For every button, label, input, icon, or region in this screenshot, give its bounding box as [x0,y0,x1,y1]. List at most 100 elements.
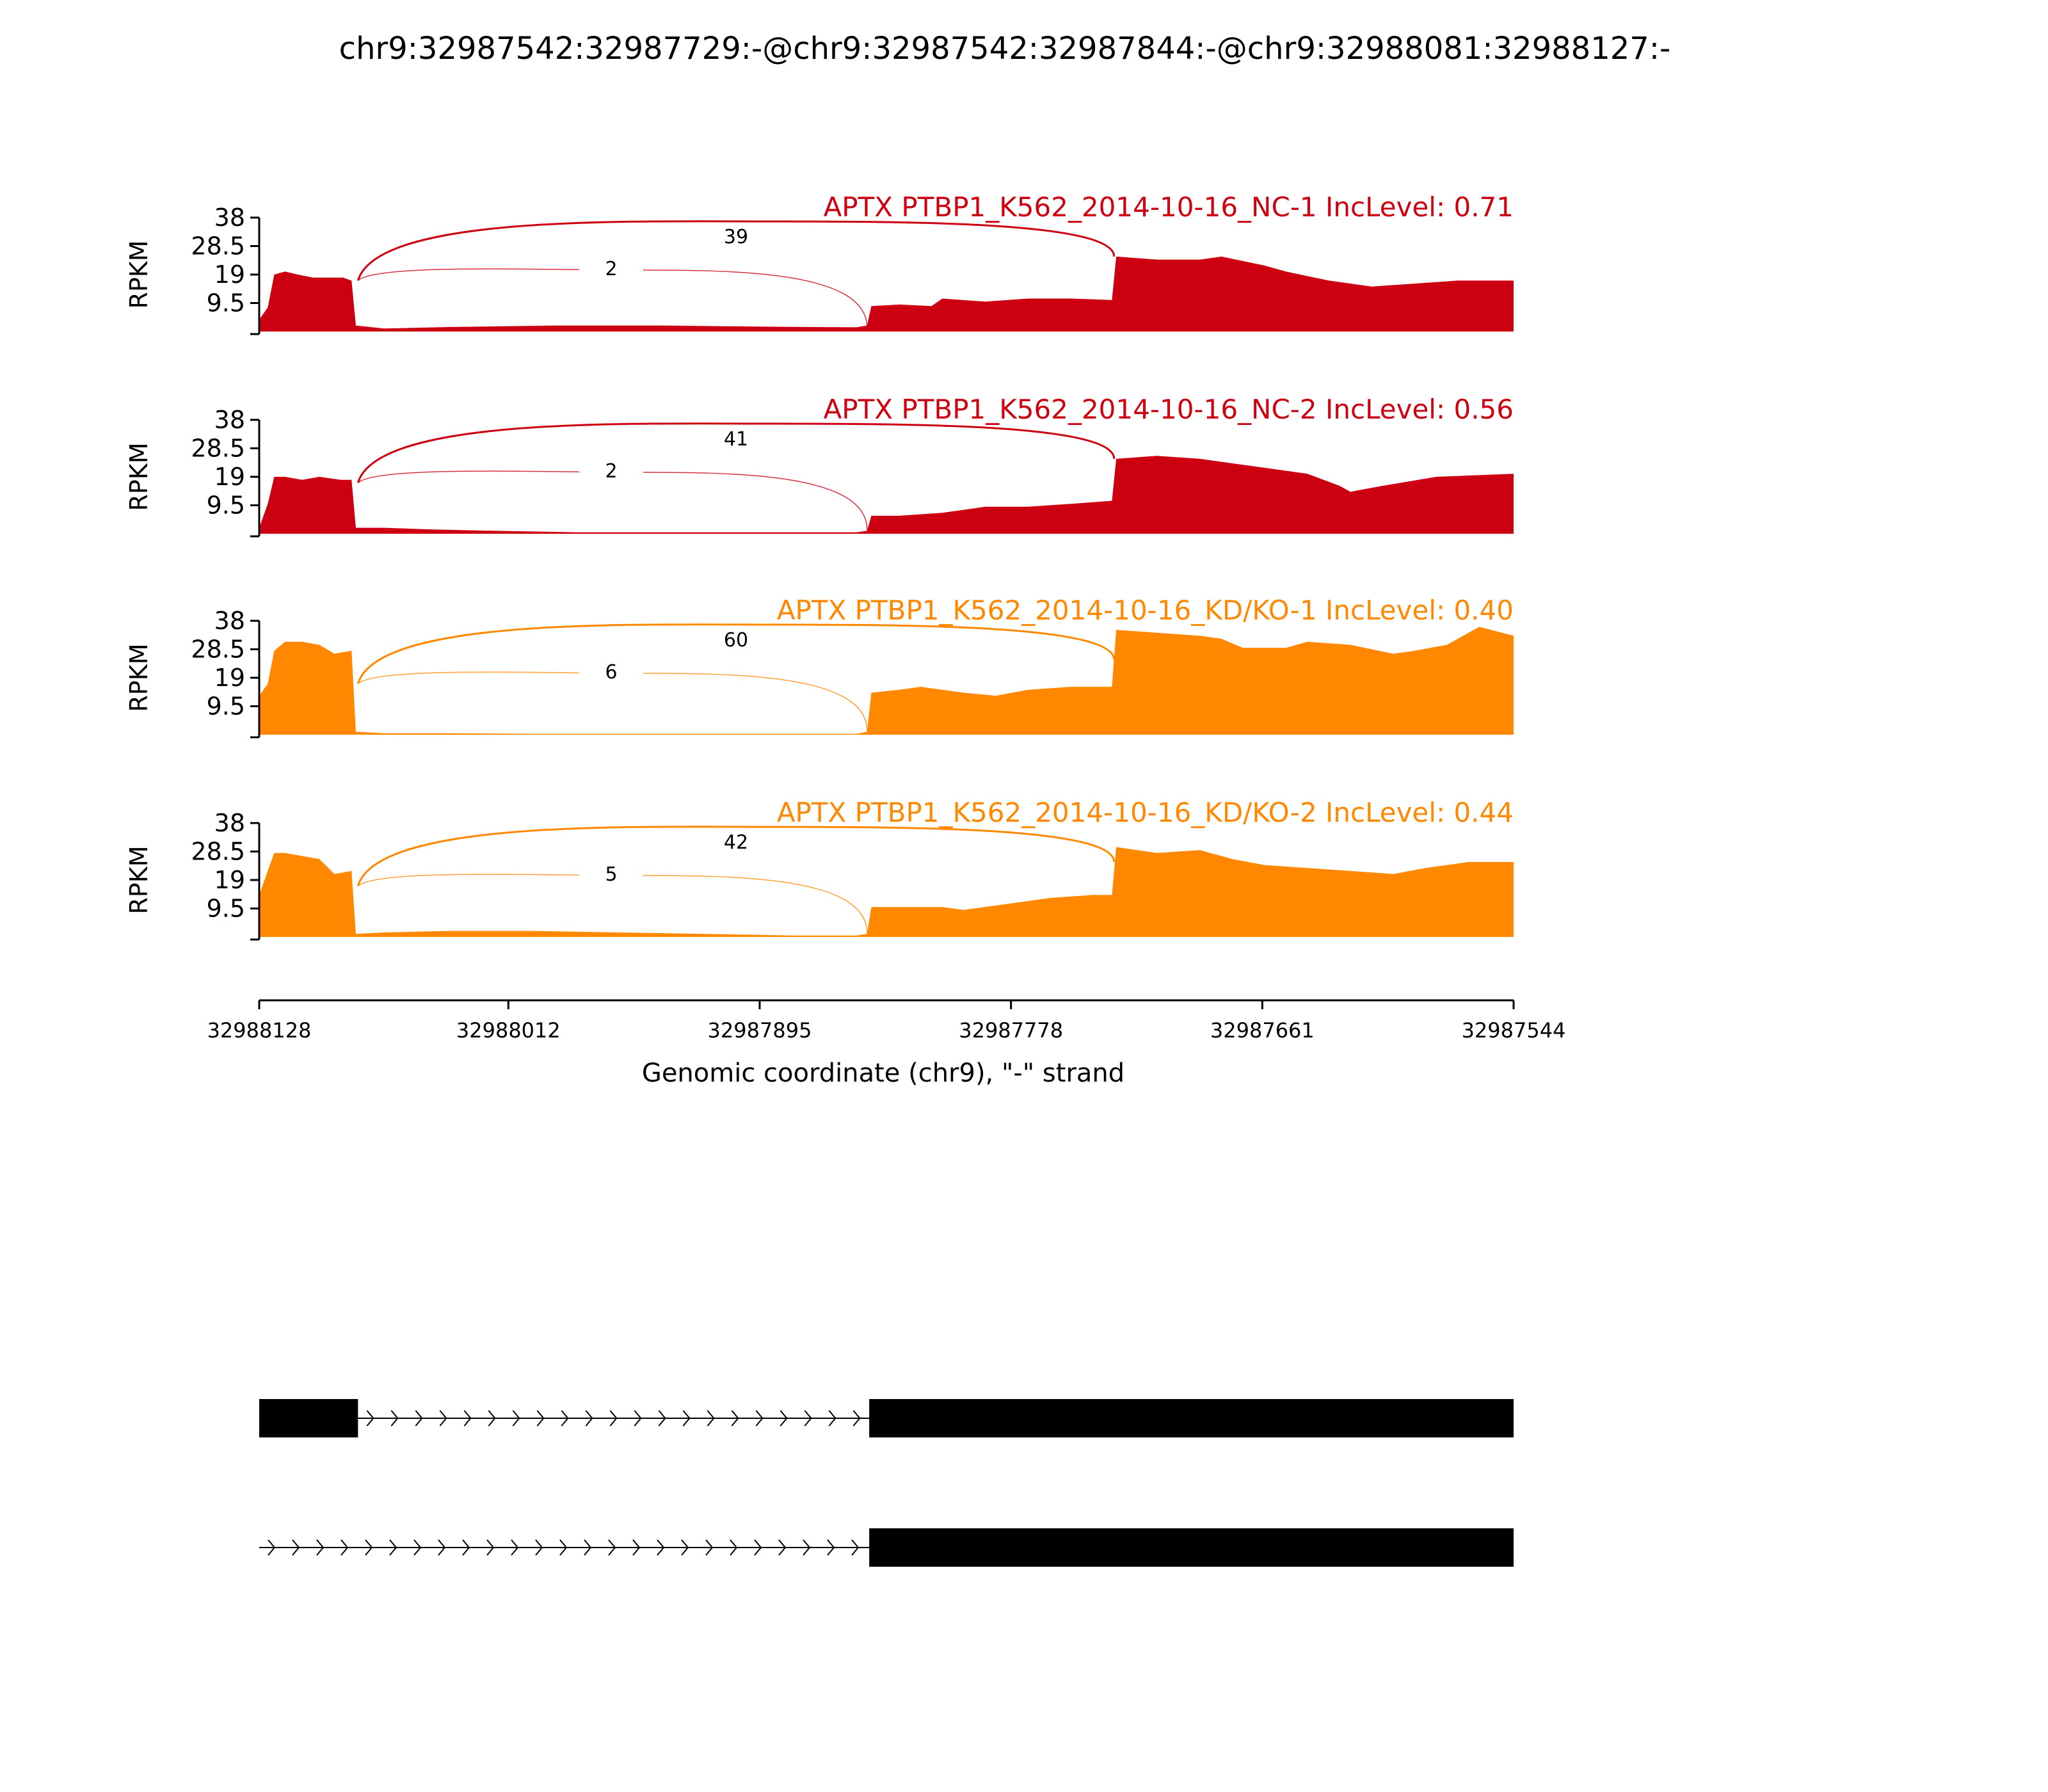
y-axis-label: RPKM [125,240,153,308]
strand-arrow [512,1410,520,1427]
y-tick-label: 9.5 [207,895,245,923]
strand-arrow [778,1539,787,1556]
track-label: APTX PTBP1_K562_2014-10-16_NC-2 IncLevel… [824,394,1514,425]
strand-arrow [463,1410,472,1427]
strand-arrow [681,1539,689,1556]
track-label: APTX PTBP1_K562_2014-10-16_NC-1 IncLevel… [824,191,1514,223]
junction-count: 39 [724,226,748,248]
strand-arrow [657,1539,665,1556]
plot-title: chr9:32987542:32987729:-@chr9:32987542:3… [339,31,1671,67]
junction-label-bg [704,627,768,653]
strand-arrow [804,1410,812,1427]
strand-arrow [707,1410,715,1427]
strand-arrow [803,1539,811,1556]
y-tick-label: 19 [214,260,245,289]
junction-label-bg [579,861,643,887]
strand-arrow [292,1539,300,1556]
strand-arrow [828,1410,836,1427]
junction-count: 60 [724,629,748,652]
strand-arrow [462,1539,470,1556]
strand-arrow [585,1410,593,1427]
strand-arrow [584,1539,592,1556]
isoform-model [259,1528,1514,1567]
strand-arrow [731,1410,739,1427]
y-tick-label: 28.5 [191,435,245,463]
strand-arrow [511,1539,519,1556]
strand-arrow [366,1410,374,1427]
exon-block [869,1528,1514,1567]
strand-arrow [754,1539,762,1556]
x-axis: Genomic coordinate (chr9), "-" strand 32… [207,999,1566,1088]
strand-arrow [730,1539,738,1556]
junction-arc [356,220,1116,281]
junction-count: 5 [605,863,617,886]
strand-arrow [316,1539,324,1556]
coverage-area [259,456,1514,534]
strand-arrow [390,1410,399,1427]
strand-arrow [536,1410,545,1427]
strand-arrow [632,1539,641,1556]
strand-arrow [658,1410,666,1427]
strand-arrow [609,1410,618,1427]
exon-block [869,1399,1514,1437]
junction-count: 6 [605,661,617,684]
y-axis-label: RPKM [125,845,153,914]
strand-arrow [851,1539,860,1556]
junction-count: 41 [724,428,748,451]
junction-label-bg [579,659,643,685]
track-label: APTX PTBP1_K562_2014-10-16_KD/KO-2 IncLe… [777,797,1514,828]
junction-count: 42 [724,831,748,854]
x-tick-label: 32987544 [1462,1018,1566,1043]
strand-arrow [682,1410,691,1427]
strand-arrow [439,1410,447,1427]
junction-label-bg [704,224,768,250]
strand-arrow [438,1539,446,1556]
coverage-area [259,847,1514,937]
x-tick-label: 32987895 [708,1018,812,1043]
y-tick-label: 19 [214,463,245,491]
x-tick-label: 32987661 [1210,1018,1315,1043]
strand-arrow [365,1539,373,1556]
strand-arrow [268,1539,276,1556]
y-tick-label: 38 [214,406,245,434]
strand-arrow [827,1539,835,1556]
junction-label-bg [579,256,643,282]
y-tick-label: 9.5 [207,492,245,520]
strand-arrow [535,1539,543,1556]
isoform-model [259,1399,1514,1437]
strand-arrow [561,1410,569,1427]
y-tick-label: 28.5 [191,636,245,664]
strand-arrow [486,1539,495,1556]
strand-arrow [755,1410,764,1427]
x-tick-label: 32988012 [456,1018,561,1043]
strand-arrow [559,1539,568,1556]
y-axis-label: RPKM [125,442,153,511]
track-label: APTX PTBP1_K562_2014-10-16_KD/KO-1 IncLe… [777,595,1514,626]
strand-arrow [340,1539,349,1556]
strand-arrow [389,1539,397,1556]
strand-arrow [415,1410,423,1427]
y-tick-label: 38 [214,204,245,232]
junction-arc [356,826,1116,886]
exon-block [259,1399,358,1437]
x-tick-label: 32988128 [207,1018,312,1043]
strand-arrow [488,1410,496,1427]
junction-arc [356,422,1116,483]
strand-arrow [705,1539,714,1556]
x-tick-label: 32987778 [959,1018,1063,1043]
strand-arrow [780,1410,788,1427]
coverage-area [259,627,1514,735]
y-tick-label: 38 [214,809,245,837]
coverage-area [259,256,1514,332]
y-tick-label: 28.5 [191,232,245,260]
strand-arrow [634,1410,642,1427]
y-tick-label: 38 [214,607,245,635]
strand-arrow [413,1539,422,1556]
junction-count: 2 [605,460,617,483]
junction-arc [356,623,1116,684]
